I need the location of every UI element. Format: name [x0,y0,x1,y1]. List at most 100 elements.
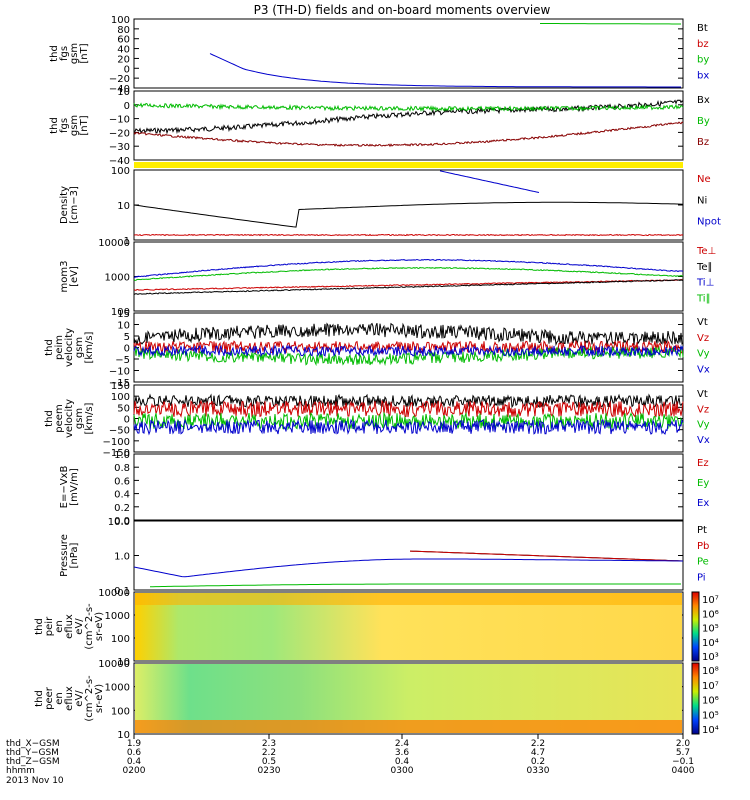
legend-bz: bz [697,39,709,50]
series-Vt [133,322,684,347]
spectrogram-band [135,593,682,605]
y-tick-label: 100 [111,166,130,177]
x-row-value: 0330 [527,766,550,776]
y-axis-label: en [54,620,65,633]
mode-bar [134,162,683,168]
y-axis-label: [mV/m] [69,468,80,506]
panel-frame [133,18,684,89]
series-Ne [133,233,684,237]
y-tick-label: −15 [109,378,130,389]
y-tick-label: 15 [117,309,130,320]
series-Vz [133,399,684,419]
legend-Npot: Npot [697,217,721,228]
y-axis-label: en [54,692,65,705]
x-row-value: 0.5 [262,757,276,767]
y-tick-label: 0 [124,64,130,75]
y-axis-label: fgs [59,46,70,61]
colorbar-label: 10⁷ [702,595,719,606]
y-tick-label: −20 [109,74,130,85]
panel-frame [133,520,684,591]
x-row-label: thd_X−GSM [6,739,60,749]
colorbar-label: 10⁴ [702,725,719,736]
y-axis-label: peir [44,616,55,636]
y-axis-label: sr-eV) [94,684,105,713]
y-axis-label: thd [34,690,45,707]
series-Vt [133,393,684,409]
colorbar-label: 10⁷ [702,681,719,692]
x-row-value: 2.4 [395,739,410,749]
legend-Vx: Vx [697,364,710,375]
y-tick-label: 100 [111,307,130,318]
y-tick-label: 10 [117,201,130,212]
legend-By: By [697,116,710,127]
x-row-value: 0.4 [127,757,142,767]
y-axis-label: thd [34,618,45,635]
x-row-value: 0.6 [127,748,142,758]
series-Pi [133,558,683,578]
panel-frame [133,662,684,735]
series-Ni [133,201,684,228]
x-row-value: −0.1 [672,757,694,767]
panel-frame [133,453,684,521]
y-tick-label: −100 [103,437,130,448]
y-axis-label: eflux [64,614,75,639]
y-tick-label: 100 [111,15,130,26]
legend-Vx: Vx [697,435,710,446]
x-row-value: 2.3 [262,739,276,749]
y-tick-label: 5 [124,332,130,343]
y-axis-label: peer [44,686,55,710]
y-tick-label: 10000 [98,588,130,599]
legend-Vy: Vy [697,349,710,360]
y-tick-label: 50 [117,403,130,414]
legend-Vt: Vt [697,389,708,400]
panel-frame [133,241,684,312]
x-row-value: 4.7 [531,748,545,758]
y-axis-label: Pressure [59,534,70,577]
y-tick-label: 1000 [105,683,130,694]
y-axis-label: mom3 [59,261,70,293]
panel-frame [133,591,684,662]
y-axis-label: peim [54,335,65,360]
y-tick-label: 0 [124,344,130,355]
x-row-label: hhmm [6,766,35,776]
colorbar [691,662,700,735]
y-tick-label: 0.2 [114,503,130,514]
y-tick-label: 60 [117,35,130,46]
y-tick-label: 150 [111,381,130,392]
y-axis-label: thd [44,339,55,356]
colorbar [691,591,700,662]
y-tick-label: 0.0 [114,516,130,527]
panel-2: 10 0 −10 −20 −30 −40 thd fgs gsm [nT] Bx By Bz [49,87,710,167]
y-axis-label: E=−VxB [59,466,70,509]
y-tick-label: 1000 [105,273,130,284]
y-axis-label: [km/s] [84,402,95,434]
series-by [540,23,681,25]
chart-title: P3 (TH-D) fields and on-board moments ov… [254,3,551,17]
y-tick-label: 10 [117,730,130,741]
y-axis-label: gsm [74,408,85,429]
legend-Pe: Pe [697,557,709,568]
series-Npot [439,170,540,193]
y-tick-label: 0.6 [114,476,130,487]
y-tick-label: 20 [117,54,130,65]
legend-Pb: Pb [697,541,709,552]
y-axis-label: fgs [59,118,70,133]
series-Te-perp [133,279,684,291]
y-tick-label: 0.8 [114,463,130,474]
y-axis-label: velocity [64,399,75,438]
y-tick-label: 10 [117,87,130,98]
legend-Bx: Bx [697,95,710,106]
y-tick-label: 1 [124,236,130,247]
y-axis-label: sr-eV) [94,612,105,641]
legend-Ey: Ey [697,478,709,489]
y-tick-label: 10.0 [108,517,130,528]
y-axis-label: [km/s] [84,331,95,363]
x-row-value: 2.2 [531,739,545,749]
y-tick-label: −40 [109,156,130,167]
legend-bx: bx [697,70,709,81]
x-row-value: 0200 [123,766,146,776]
x-row-value: 3.6 [395,748,410,758]
y-tick-label: 100 [111,634,130,645]
